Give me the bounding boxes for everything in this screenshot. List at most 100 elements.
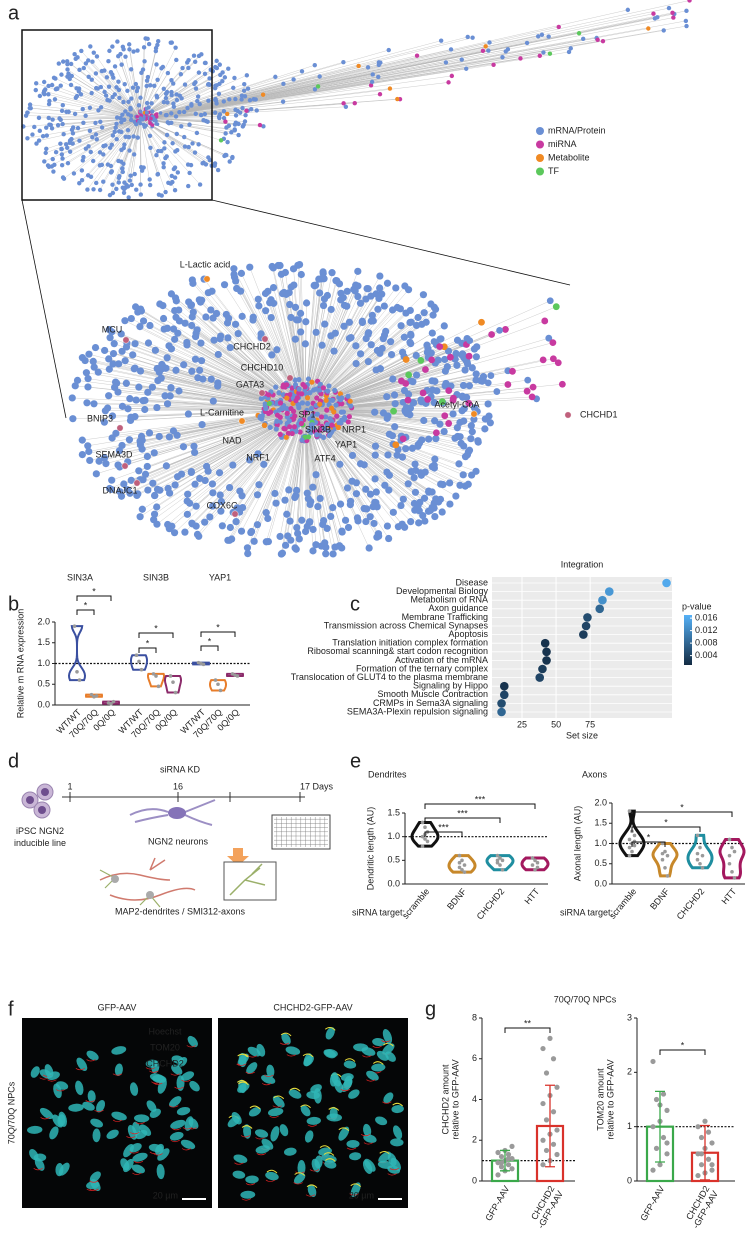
network-node bbox=[429, 377, 436, 384]
network-node bbox=[321, 435, 326, 440]
network-node bbox=[380, 409, 387, 416]
network-node bbox=[662, 28, 666, 32]
data-point bbox=[701, 866, 705, 870]
network-node bbox=[68, 77, 72, 81]
node-label: L-Carnitine bbox=[200, 407, 244, 417]
network-node bbox=[177, 110, 181, 114]
network-node bbox=[255, 481, 262, 488]
network-node bbox=[196, 94, 200, 98]
network-node bbox=[44, 125, 48, 129]
network-node bbox=[231, 274, 238, 281]
network-node bbox=[65, 67, 69, 71]
y-tick-label: 0 bbox=[472, 1175, 477, 1185]
network-node bbox=[194, 326, 201, 333]
data-point bbox=[664, 1108, 669, 1113]
panel-letter: g bbox=[425, 998, 436, 1020]
network-node bbox=[453, 362, 460, 369]
panel-letter: a bbox=[8, 2, 20, 24]
network-node bbox=[441, 412, 448, 419]
network-node bbox=[306, 434, 311, 439]
network-node bbox=[169, 78, 173, 82]
network-node bbox=[384, 451, 391, 458]
network-node bbox=[117, 180, 121, 184]
x-tick-label: GFP-AAV bbox=[639, 1184, 667, 1223]
network-node bbox=[164, 96, 168, 100]
network-node bbox=[162, 100, 166, 104]
network-node bbox=[319, 414, 324, 419]
network-node bbox=[353, 490, 360, 497]
network-node bbox=[91, 159, 95, 163]
network-node bbox=[180, 66, 184, 70]
network-node bbox=[309, 547, 316, 554]
network-node bbox=[284, 382, 289, 387]
side-label: 70Q/70Q NPCs bbox=[6, 1081, 16, 1144]
network-node bbox=[214, 59, 218, 63]
network-node bbox=[81, 121, 85, 125]
network-node bbox=[153, 404, 160, 411]
network-node bbox=[152, 347, 159, 354]
network-node bbox=[270, 300, 277, 307]
network-node bbox=[156, 149, 160, 153]
network-node bbox=[145, 111, 149, 115]
network-node bbox=[601, 39, 605, 43]
network-node bbox=[496, 327, 503, 334]
panel-letter: e bbox=[350, 750, 361, 772]
data-point bbox=[628, 838, 632, 842]
network-node bbox=[595, 38, 599, 42]
network-node bbox=[41, 134, 45, 138]
network-node bbox=[391, 423, 398, 430]
network-node bbox=[193, 80, 197, 84]
network-node bbox=[428, 356, 435, 363]
network-node bbox=[377, 60, 381, 64]
dot bbox=[542, 656, 551, 665]
labeled-node bbox=[259, 390, 265, 396]
network-node bbox=[149, 480, 156, 487]
network-node bbox=[102, 90, 106, 94]
network-node bbox=[243, 113, 247, 117]
network-node bbox=[488, 331, 495, 338]
data-point bbox=[706, 1157, 711, 1162]
network-node bbox=[176, 170, 180, 174]
network-node bbox=[145, 107, 149, 111]
network-node bbox=[88, 44, 92, 48]
data-point bbox=[219, 689, 223, 693]
node-label: NRF1 bbox=[246, 452, 270, 462]
dot bbox=[598, 596, 607, 605]
network-node bbox=[302, 384, 307, 389]
network-node bbox=[117, 129, 121, 133]
network-node bbox=[298, 517, 305, 524]
dot bbox=[500, 691, 509, 700]
network-node bbox=[90, 60, 94, 64]
network-node bbox=[60, 152, 64, 156]
network-node bbox=[107, 49, 111, 53]
data-point bbox=[154, 674, 158, 678]
network-node bbox=[223, 131, 227, 135]
network-node bbox=[193, 150, 197, 154]
network-node bbox=[255, 296, 262, 303]
data-point bbox=[73, 624, 77, 628]
network-node bbox=[344, 484, 351, 491]
network-node bbox=[119, 62, 123, 66]
network-node bbox=[240, 106, 244, 110]
category-label: SEMA3A-Plexin repulsion signaling bbox=[347, 706, 488, 716]
network-node bbox=[412, 467, 419, 474]
network-node bbox=[548, 51, 552, 55]
network-node bbox=[56, 123, 60, 127]
network-node bbox=[137, 513, 144, 520]
x-axis-label: siRNA target: bbox=[352, 907, 405, 917]
network-node bbox=[60, 163, 64, 167]
network-node bbox=[127, 135, 131, 139]
network-node bbox=[179, 72, 183, 76]
network-node bbox=[371, 409, 378, 416]
network-node bbox=[227, 124, 231, 128]
labeled-node bbox=[122, 463, 128, 469]
network-node bbox=[251, 538, 258, 545]
data-point bbox=[236, 674, 240, 678]
network-node bbox=[217, 491, 224, 498]
network-node bbox=[392, 400, 399, 407]
network-node bbox=[557, 25, 561, 29]
network-node bbox=[81, 107, 85, 111]
network-node bbox=[244, 109, 248, 113]
network-node bbox=[352, 342, 359, 349]
network-node bbox=[171, 336, 178, 343]
